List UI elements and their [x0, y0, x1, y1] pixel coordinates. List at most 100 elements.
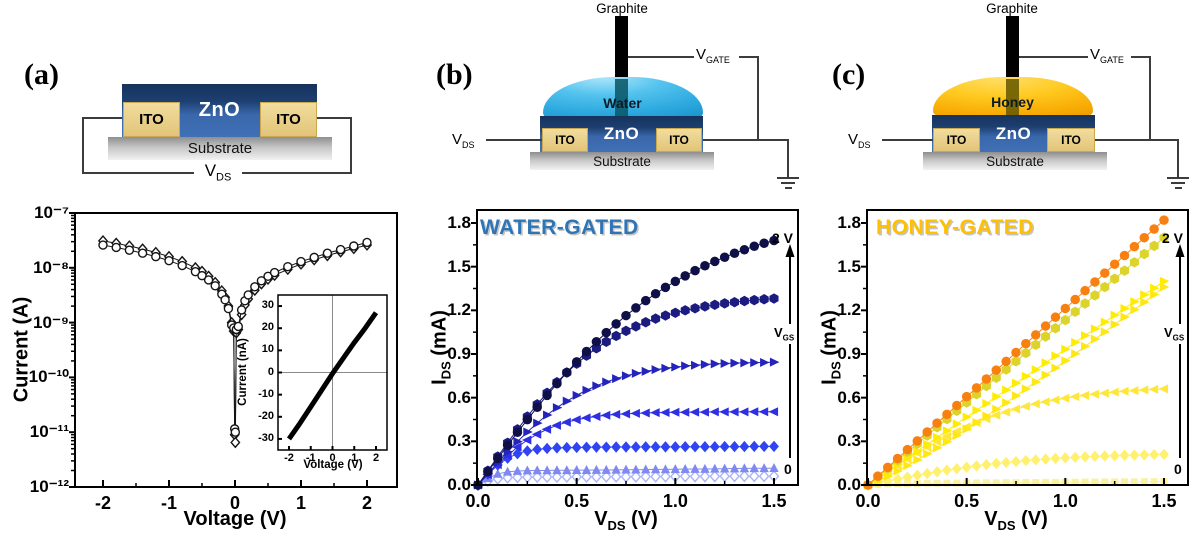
tick-label: 10 — [261, 343, 274, 356]
tick-label: 0 — [329, 452, 336, 464]
tick-label: -2 — [284, 452, 294, 464]
plot-c-canvas — [861, 209, 1189, 491]
gate-bottom-annotation: 0 — [1174, 461, 1182, 477]
vgate-label-b: VGATE — [696, 46, 730, 65]
plot-c-title: HONEY-GATED — [876, 216, 1034, 239]
ito-electrode-right-b: ITO — [656, 128, 702, 152]
wire — [1094, 139, 1179, 141]
tick-label: 1.5 — [837, 256, 861, 276]
panel-b-label: (b) — [436, 58, 473, 91]
vds-sub: DS — [858, 140, 871, 150]
vds-base: V — [204, 161, 217, 180]
vgate-label-c: VGATE — [1090, 46, 1124, 65]
plot-a-canvas — [277, 294, 388, 451]
ito-label: ITO — [669, 133, 689, 147]
vgs-sub: GS — [1172, 333, 1185, 343]
tick-label: 0.0 — [465, 491, 491, 511]
gate-bottom-annotation: 0 — [784, 461, 792, 477]
tick-label: 1 — [351, 452, 358, 464]
graphite-label-b: Graphite — [596, 1, 648, 16]
vgate-base: V — [1090, 46, 1101, 63]
ground-icon — [1167, 177, 1189, 179]
tick-label: 1.2 — [837, 300, 861, 320]
vgs-base: V — [774, 325, 783, 340]
tick-label: 10⁻⁹ — [33, 312, 69, 332]
tick-label: 0.6 — [447, 387, 471, 407]
tick-label: 1 — [295, 493, 306, 513]
vds-base: V — [452, 131, 463, 148]
tick-label: 1.0 — [1052, 491, 1078, 511]
xlabel-sub: DS — [607, 518, 626, 533]
plot-b-title: WATER-GATED — [480, 216, 639, 239]
ito-electrode-right-c: ITO — [1047, 128, 1095, 152]
tick-label: 0.5 — [564, 491, 590, 511]
ito-label: ITO — [1061, 133, 1081, 147]
tick-label: 0.9 — [447, 344, 471, 363]
substrate-a: Substrate — [108, 137, 332, 160]
tick-label: -30 — [258, 431, 274, 444]
wire — [82, 117, 123, 119]
panel-a-label: (a) — [24, 58, 59, 91]
tick-label: -1 — [160, 493, 177, 513]
tick-label: 0.9 — [837, 344, 861, 363]
graphite-label-c: Graphite — [986, 1, 1038, 16]
wire — [1131, 56, 1151, 58]
substrate-label: Substrate — [986, 153, 1044, 169]
vds-label-b: VDS — [452, 131, 475, 150]
tick-label: 2 — [372, 452, 380, 464]
wire — [82, 117, 84, 174]
plot-b-xlabel: VDS (V) — [526, 508, 726, 533]
panel-b-plot: WATER-GATED IDS (mA) VDS (V) 2 V 0 VGS 0… — [420, 200, 810, 542]
zno-label: ZnO — [995, 123, 1032, 143]
ground-icon — [781, 182, 795, 184]
wire — [486, 139, 542, 141]
xlabel-base: V — [984, 508, 998, 530]
zno-label: ZnO — [198, 99, 241, 121]
tick-label: 0.0 — [855, 491, 881, 511]
wire — [787, 139, 789, 178]
wire — [316, 117, 352, 119]
ground-icon — [1175, 187, 1182, 189]
vgs-base: V — [1164, 325, 1173, 340]
tick-label: 10⁻⁸ — [33, 257, 69, 277]
tick-label: 0.3 — [447, 431, 471, 451]
plot-b-canvas — [471, 209, 799, 492]
tick-label: 0 — [267, 365, 274, 378]
ito-electrode-right-a: ITO — [260, 102, 317, 137]
rod-in-water — [615, 79, 628, 116]
ito-electrode-left-b: ITO — [542, 128, 588, 152]
panel-a-plot: Current (A) Voltage (V) Current (nA) Vol… — [0, 195, 420, 542]
vgate-sub: GATE — [706, 55, 730, 65]
ground-icon — [777, 177, 799, 179]
substrate-c: Substrate — [923, 152, 1107, 170]
vgs-sub: GS — [782, 333, 795, 343]
plot-a-ylabel: Current (A) — [10, 296, 33, 403]
ground-icon — [1171, 182, 1185, 184]
ito-label: ITO — [555, 133, 575, 147]
vds-label-c: VDS — [848, 131, 871, 150]
vgate-base: V — [696, 46, 707, 63]
tick-label: 0.6 — [837, 387, 861, 407]
zno-label: ZnO — [603, 124, 640, 143]
wire — [739, 56, 759, 58]
tick-label: 0.5 — [954, 491, 980, 511]
substrate-label: Substrate — [593, 153, 651, 169]
tick-label: 10⁻¹⁰ — [28, 367, 69, 387]
ylabel-base: I — [818, 379, 841, 385]
vds-sub: DS — [216, 171, 232, 184]
wire — [1019, 56, 1088, 58]
tick-label: 10⁻¹¹ — [29, 422, 69, 442]
tick-label: 20 — [261, 321, 274, 334]
wire — [757, 56, 759, 141]
tick-label: 0.0 — [837, 475, 861, 494]
tick-label: 0.3 — [837, 431, 861, 451]
plot-a-canvas — [69, 212, 398, 488]
plot-c-xlabel: VDS (V) — [916, 508, 1116, 533]
substrate-b: Substrate — [530, 152, 714, 170]
vds-label-a: VDS — [194, 161, 242, 184]
tick-label: 10⁻⁷ — [34, 203, 69, 222]
wire — [1149, 56, 1151, 141]
inset-xlabel: Voltage (V) — [303, 459, 363, 471]
tick-label: -10 — [258, 387, 274, 400]
substrate-label: Substrate — [187, 140, 253, 157]
